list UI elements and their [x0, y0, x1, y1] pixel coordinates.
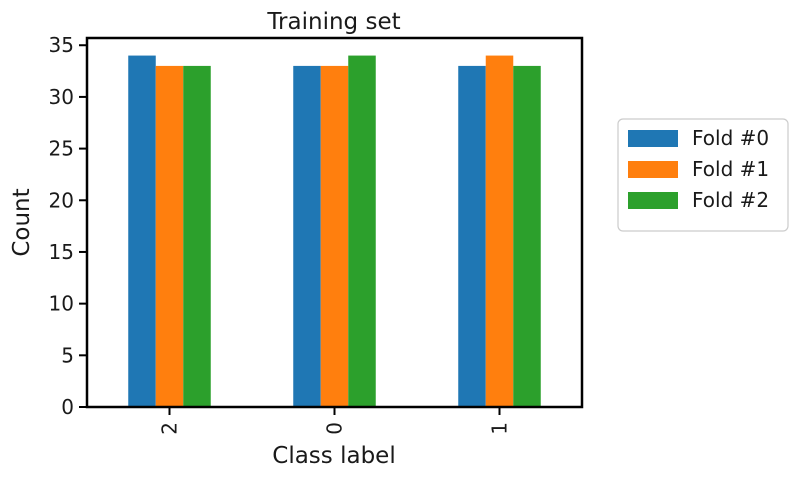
y-tick-label: 0 — [61, 395, 74, 419]
x-axis-label: Class label — [272, 443, 395, 469]
x-tick-label: 2 — [158, 422, 182, 435]
y-axis-ticks: 0 5 10 15 20 25 30 35 — [49, 33, 87, 419]
bar-fold-1-class-2 — [155, 65, 184, 407]
legend-swatch — [628, 130, 678, 147]
x-axis-ticks: 2 0 1 — [158, 407, 512, 435]
chart-title: Training set — [266, 9, 400, 35]
y-tick-label: 10 — [49, 292, 74, 316]
bar-fold-2-class-1 — [513, 65, 541, 407]
x-tick-label: 1 — [488, 422, 512, 435]
legend-label: Fold #0 — [692, 126, 769, 150]
legend-swatch — [628, 161, 678, 178]
y-tick-label: 5 — [61, 343, 74, 367]
plot-frame — [85, 36, 584, 409]
y-tick-label: 35 — [49, 33, 74, 57]
legend-swatch — [628, 192, 678, 209]
legend-label: Fold #2 — [692, 188, 769, 212]
legend: Fold #0 Fold #1 Fold #2 — [617, 118, 789, 232]
bars-group — [128, 55, 541, 407]
bar-fold-2-class-2 — [183, 65, 211, 407]
bar-fold-0-class-1 — [458, 65, 486, 407]
y-tick-label: 25 — [49, 137, 74, 161]
bar-fold-1-class-0 — [320, 65, 349, 407]
y-tick-label: 15 — [49, 240, 74, 264]
bar-fold-0-class-0 — [293, 65, 321, 407]
y-axis-label: Count — [9, 188, 35, 256]
bar-fold-0-class-2 — [128, 55, 156, 407]
x-tick-label: 0 — [323, 422, 347, 435]
bar-fold-1-class-1 — [485, 55, 514, 407]
bar-fold-2-class-0 — [348, 55, 376, 407]
y-tick-label: 30 — [49, 85, 74, 109]
y-tick-label: 20 — [49, 188, 74, 212]
legend-label: Fold #1 — [692, 157, 769, 181]
